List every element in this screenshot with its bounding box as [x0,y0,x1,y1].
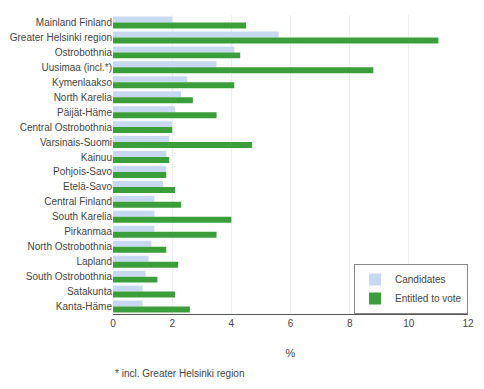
svg-text:Greater Helsinki region: Greater Helsinki region [10,32,112,43]
svg-text:Kymenlaakso: Kymenlaakso [52,77,112,88]
svg-text:Satakunta: Satakunta [67,286,112,297]
svg-text:Ostrobothnia: Ostrobothnia [55,47,113,58]
svg-text:2: 2 [169,318,175,329]
svg-text:Päijät-Häme: Päijät-Häme [57,107,112,118]
svg-text:8: 8 [347,318,353,329]
svg-text:Kainuu: Kainuu [81,152,112,163]
svg-text:Pohjois-Savo: Pohjois-Savo [53,166,112,177]
svg-text:Etelä-Savo: Etelä-Savo [63,181,112,192]
svg-text:Central Finland: Central Finland [44,196,112,207]
svg-text:Mainland Finland: Mainland Finland [36,17,112,28]
svg-text:Varsinais-Suomi: Varsinais-Suomi [40,137,112,148]
svg-text:6: 6 [288,318,294,329]
svg-text:South Karelia: South Karelia [52,211,112,222]
svg-text:%: % [286,347,296,359]
svg-text:North Karelia: North Karelia [54,92,113,103]
svg-text:10: 10 [403,318,415,329]
svg-text:South Ostrobothnia: South Ostrobothnia [26,271,113,282]
svg-text:4: 4 [229,318,235,329]
svg-text:Central Ostrobothnia: Central Ostrobothnia [20,122,113,133]
svg-text:Candidates: Candidates [395,274,446,285]
svg-text:Entitled to vote: Entitled to vote [395,293,462,304]
svg-text:North Ostrobothnia: North Ostrobothnia [28,241,113,252]
svg-text:0: 0 [110,318,116,329]
svg-text:Kanta-Häme: Kanta-Häme [56,301,113,312]
svg-text:Pirkanmaa: Pirkanmaa [64,226,112,237]
svg-text:* incl. Greater Helsinki regio: * incl. Greater Helsinki region [115,368,245,379]
svg-text:12: 12 [462,318,474,329]
svg-text:Uusimaa (incl.*): Uusimaa (incl.*) [41,62,112,73]
svg-text:Lapland: Lapland [76,256,112,267]
